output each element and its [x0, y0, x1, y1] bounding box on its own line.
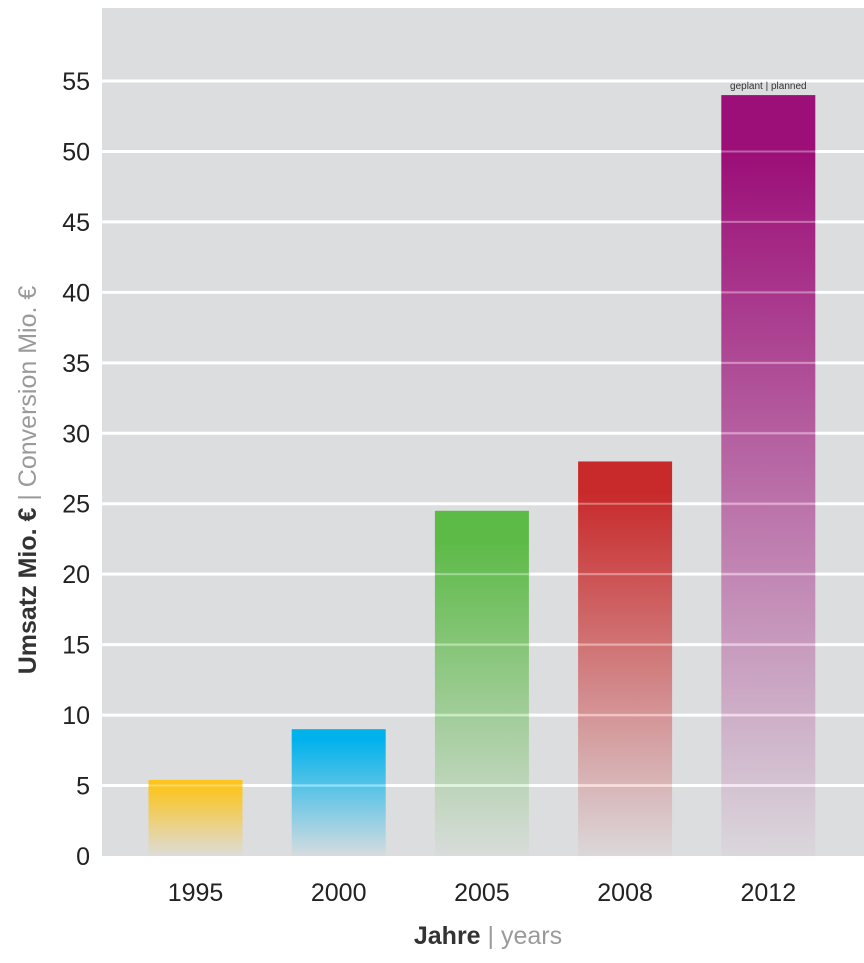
x-tick-labels: 1995 2000 2005 2008 2012 [168, 879, 796, 907]
x-axis-label-main: Jahre [414, 922, 481, 950]
x-axis-label: Jahre | years [414, 922, 562, 950]
y-axis-label-sub: Conversion Mio. € [14, 286, 42, 488]
y-axis-label: Umsatz Mio. € | Conversion Mio. € [14, 286, 42, 675]
bar-2000 [291, 729, 386, 856]
bar-2008 [578, 461, 673, 856]
y-tick-label: 50 [62, 138, 90, 166]
y-tick-label: 55 [62, 68, 90, 96]
bar-annotation: geplant | planned [730, 81, 807, 92]
x-tick-label: 2012 [740, 879, 796, 907]
x-tick-label: 2005 [454, 879, 510, 907]
y-tick-label: 15 [62, 632, 90, 660]
y-tick-label: 10 [62, 702, 90, 730]
y-tick-label: 0 [76, 843, 90, 871]
x-tick-label: 2008 [597, 879, 653, 907]
y-tick-label: 40 [62, 279, 90, 307]
y-axis-label-main: Umsatz Mio. € [14, 507, 42, 674]
y-tick-label: 45 [62, 209, 90, 237]
x-tick-label: 2000 [311, 879, 367, 907]
y-tick-label: 35 [62, 350, 90, 378]
bar-2012 [721, 95, 816, 856]
y-tick-label: 5 [76, 773, 90, 801]
x-tick-label: 1995 [168, 879, 224, 907]
y-tick-label: 20 [62, 561, 90, 589]
y-tick-label: 25 [62, 491, 90, 519]
y-tick-label: 30 [62, 420, 90, 448]
y-axis-label-separator: | [14, 487, 42, 507]
x-axis-label-separator: | [481, 922, 501, 950]
y-tick-labels: 0 5 10 15 20 25 30 35 40 45 50 55 [62, 68, 90, 871]
bar-1995 [148, 779, 243, 856]
x-axis-label-sub: years [501, 922, 562, 950]
bar-2005 [434, 510, 529, 856]
bars: geplant | planned [102, 80, 864, 856]
